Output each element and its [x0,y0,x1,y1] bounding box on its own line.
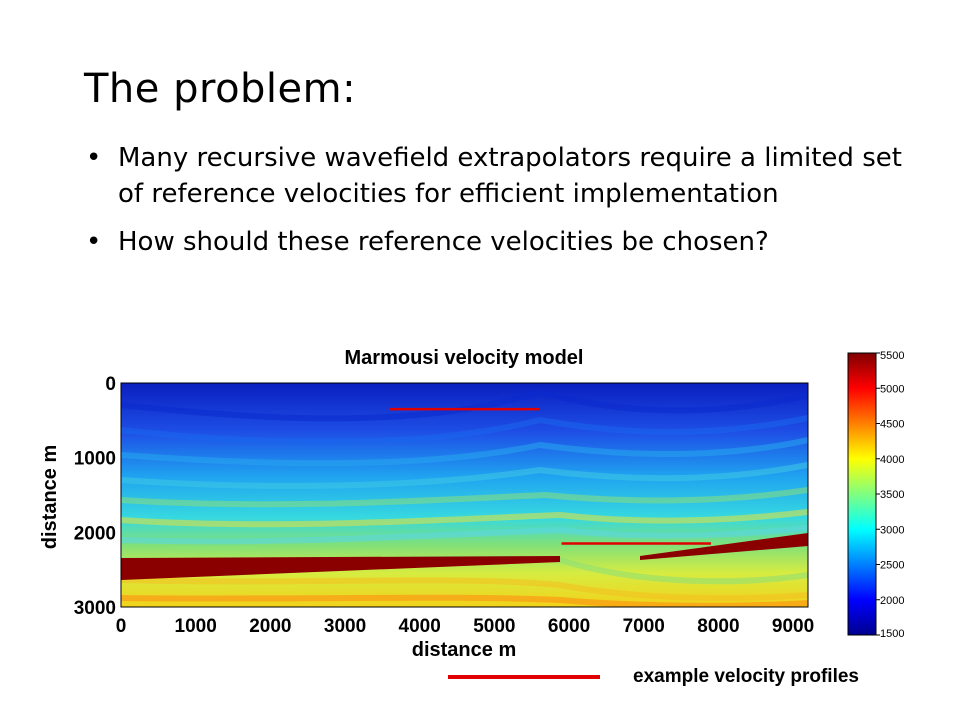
salt-wedge-left [121,556,560,580]
velocity-profiles [389,407,711,545]
layer-bands [121,388,808,607]
x-tick-label: 3000 [324,616,366,637]
x-tick-label: 7000 [623,616,665,637]
bullet-list: Many recursive wavefield extrapolators r… [84,140,904,272]
layer-band [121,509,808,528]
colorbar [847,352,877,636]
colorbar-tick-label: 3000 [880,524,904,536]
legend-line [448,675,600,679]
layer-band [121,594,808,607]
layer-band [121,487,808,508]
layer-band [121,437,808,467]
colorbar-tick-labels: 1500 2000 2500 3000 3500 4000 4500 5000 5500 [876,350,904,640]
layer-band [121,577,808,601]
slide-title: The problem: [84,66,357,112]
x-tick-label: 1000 [175,616,217,637]
bullet-item: How should these reference velocities be… [84,224,904,260]
layer-band [121,415,808,445]
colorbar-tick-label: 3500 [880,489,904,501]
x-tick-label: 2000 [249,616,291,637]
colorbar-tick-label: 5000 [880,383,904,395]
layer-band [121,388,808,422]
y-tick-label: 0 [105,374,116,395]
colorbar-tick-label: 2000 [880,595,904,607]
heatmap-area [121,383,808,607]
y-tick-label: 1000 [74,449,116,470]
y-axis-label: distance m [39,445,61,549]
x-tick-label: 5000 [473,616,515,637]
legend-label: example velocity profiles [633,666,859,687]
x-tick-label: 0 [116,616,127,637]
x-tick-label: 8000 [697,616,739,637]
bullet-item: Many recursive wavefield extrapolators r… [84,140,904,212]
layer-band [121,525,808,545]
colorbar-tick-label: 1500 [880,628,904,640]
y-tick-label: 2000 [74,523,116,544]
salt-wedge-right [640,533,808,560]
colorbar-tick-label: 5500 [880,350,904,362]
y-tick-labels: 0 1000 2000 3000 [74,374,116,619]
y-tick-label: 3000 [74,598,116,619]
layer-band [121,462,808,489]
colorbar-tick-label: 4500 [880,419,904,431]
colorbar-tick-label: 2500 [880,560,904,572]
x-tick-label: 6000 [548,616,590,637]
x-tick-label: 9000 [772,616,814,637]
chart-title: Marmousi velocity model [345,347,584,369]
x-tick-labels: 0 1000 2000 3000 4000 5000 6000 7000 8000 9000 [116,616,814,637]
colorbar-tick-label: 4000 [880,454,904,466]
x-tick-label: 4000 [399,616,441,637]
x-axis-label: distance m [412,639,516,661]
plot-frame [120,382,809,608]
